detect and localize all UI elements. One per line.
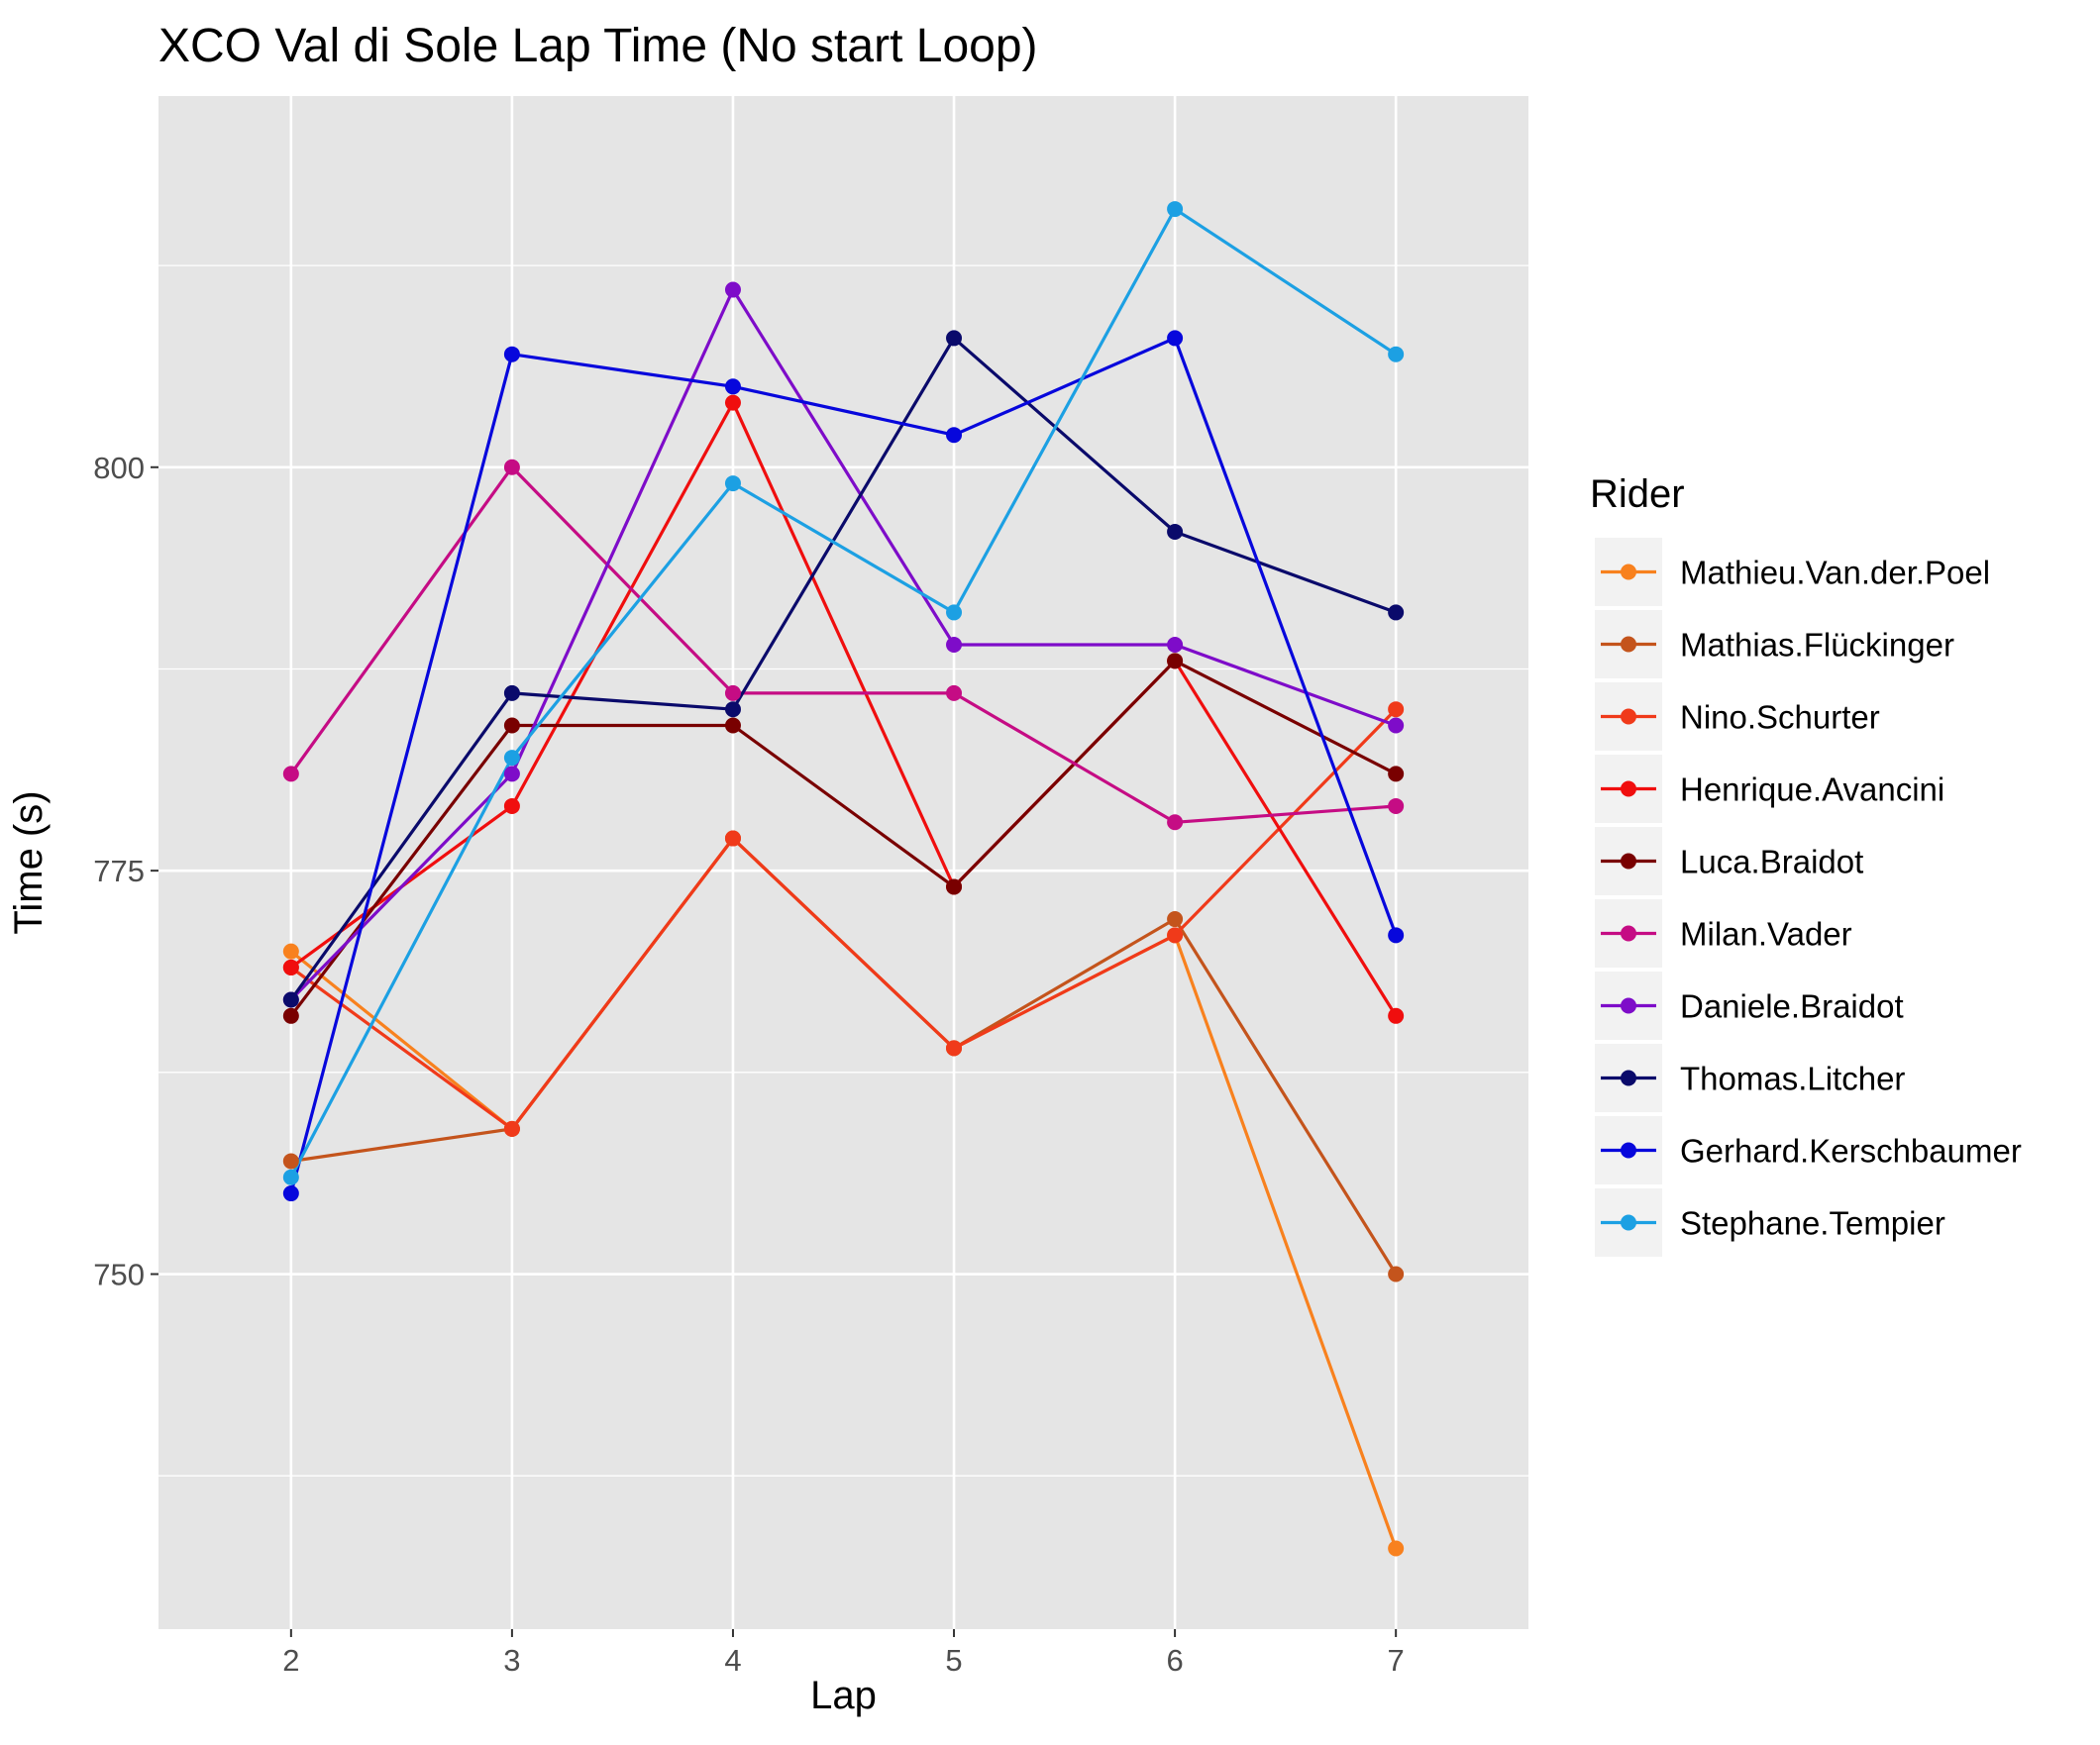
- y-axis-title: Time (s): [7, 790, 51, 934]
- series-point-7-2: [724, 701, 741, 718]
- x-tick-label: 5: [945, 1643, 962, 1678]
- x-axis-title: Lap: [810, 1674, 877, 1717]
- series-point-3-5: [1388, 1007, 1405, 1024]
- series-point-6-2: [724, 281, 741, 298]
- legend-label-1: Mathias.Flückinger: [1680, 627, 1954, 664]
- legend-title: Rider: [1590, 472, 1685, 516]
- series-point-8-5: [1388, 927, 1405, 944]
- series-point-7-3: [946, 330, 963, 347]
- legend-label-9: Stephane.Tempier: [1680, 1205, 1945, 1242]
- legend-label-5: Milan.Vader: [1680, 916, 1852, 953]
- series-point-1-4: [1167, 911, 1184, 928]
- series-point-9-5: [1388, 346, 1405, 362]
- series-point-8-0: [282, 1185, 299, 1202]
- series-line-7: [289, 336, 1397, 1001]
- series-point-8-2: [724, 378, 741, 395]
- x-tick-label: 2: [282, 1643, 299, 1678]
- legend-key-point-4: [1621, 853, 1636, 870]
- x-tick-label: 6: [1166, 1643, 1183, 1678]
- series-point-1-0: [282, 1153, 299, 1170]
- y-tick-label: 800: [93, 451, 145, 485]
- series-point-8-4: [1167, 330, 1184, 347]
- series-point-7-4: [1167, 523, 1184, 540]
- series-point-0-0: [282, 943, 299, 960]
- series-point-2-5: [1388, 701, 1405, 718]
- legend-label-7: Thomas.Litcher: [1680, 1061, 1905, 1097]
- series-point-9-1: [503, 750, 520, 767]
- legend-label-0: Mathieu.Van.der.Poel: [1680, 555, 1990, 591]
- series-line-5: [289, 465, 1397, 824]
- series-line-2: [289, 708, 1398, 1131]
- series-point-4-3: [946, 878, 963, 895]
- series-point-3-1: [503, 797, 520, 814]
- series-point-6-5: [1388, 717, 1405, 734]
- series-point-5-4: [1167, 814, 1184, 831]
- legend-key-point-8: [1621, 1142, 1636, 1159]
- series-point-2-1: [503, 1120, 520, 1137]
- series-point-8-1: [503, 346, 520, 362]
- legend-label-6: Daniele.Braidot: [1680, 988, 1904, 1025]
- series-point-7-5: [1388, 604, 1405, 621]
- series-point-7-0: [282, 991, 299, 1008]
- series-point-0-5: [1388, 1540, 1405, 1557]
- legend-key-point-1: [1621, 636, 1636, 653]
- x-tick-label: 4: [724, 1643, 741, 1678]
- series-point-3-2: [724, 394, 741, 411]
- series-point-9-0: [282, 1169, 299, 1185]
- series-point-5-3: [946, 684, 963, 701]
- legend-key-point-5: [1621, 925, 1636, 942]
- series-point-4-1: [503, 717, 520, 734]
- series-point-5-5: [1388, 797, 1405, 814]
- legend-label-2: Nino.Schurter: [1680, 699, 1880, 736]
- series-point-4-2: [724, 717, 741, 734]
- series-point-4-5: [1388, 766, 1405, 782]
- legend-label-3: Henrique.Avancini: [1680, 771, 1944, 808]
- series-point-7-1: [503, 684, 520, 701]
- y-tick-label: 775: [93, 854, 145, 888]
- series-point-5-2: [724, 684, 741, 701]
- series-point-9-4: [1167, 201, 1184, 218]
- series-point-5-1: [503, 459, 520, 475]
- series-point-1-5: [1388, 1266, 1405, 1283]
- series-point-4-4: [1167, 653, 1184, 669]
- legend-key-point-0: [1621, 564, 1636, 580]
- y-tick-label: 750: [93, 1258, 145, 1292]
- legend-key-point-3: [1621, 780, 1636, 797]
- legend: Rider Mathieu.Van.der.Poel Mathias.Flücki…: [1590, 472, 2022, 1257]
- legend-key-point-6: [1621, 997, 1636, 1014]
- series-point-9-2: [724, 475, 741, 492]
- legend-label-8: Gerhard.Kerschbaumer: [1680, 1133, 2022, 1170]
- series-point-2-2: [724, 830, 741, 847]
- legend-key-point-7: [1621, 1070, 1636, 1086]
- series-line-4: [289, 659, 1397, 1017]
- series-line-9: [289, 207, 1398, 1179]
- series-point-6-4: [1167, 637, 1184, 654]
- x-tick-label: 7: [1388, 1643, 1405, 1678]
- series-point-2-3: [946, 1040, 963, 1057]
- plot-area: 750 775 800 2 3 4 5 6 7: [93, 96, 1528, 1678]
- series-point-9-3: [946, 604, 963, 621]
- chart-title: XCO Val di Sole Lap Time (No start Loop): [158, 20, 1038, 72]
- series-point-3-0: [282, 959, 299, 975]
- legend-key-point-9: [1621, 1214, 1636, 1231]
- legend-label-4: Luca.Braidot: [1680, 844, 1863, 880]
- series-point-5-0: [282, 766, 299, 782]
- panel-background: [158, 96, 1528, 1629]
- x-tick-label: 3: [503, 1643, 520, 1678]
- series-point-2-4: [1167, 927, 1184, 944]
- series-line-8: [289, 336, 1398, 1194]
- series-point-4-0: [282, 1007, 299, 1024]
- series-point-8-3: [946, 427, 963, 444]
- legend-key-point-2: [1621, 708, 1636, 725]
- series-point-6-1: [503, 766, 520, 782]
- series-point-6-3: [946, 637, 963, 654]
- series-line-3: [289, 401, 1398, 1017]
- series-line-6: [289, 287, 1397, 1001]
